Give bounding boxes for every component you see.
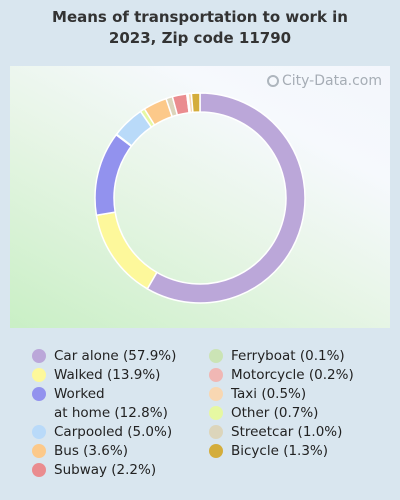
legend-label-worked-at-home: Worked at home (12.8%) [54,386,168,421]
legend-label-bicycle: Bicycle (1.3%) [231,443,329,459]
legend-column-right: Ferryboat (0.1%) Motorcycle (0.2%) Taxi (0… [209,347,354,461]
legend-swatch-car-alone [32,349,46,363]
legend-swatch-worked-at-home [32,387,46,401]
legend: Car alone (57.9%) Walked (13.9%) Worked at… [32,347,392,487]
magnifier-icon [266,75,279,87]
slice-worked-at-home [94,133,133,217]
legend-item-car-alone: Car alone (57.9%) [32,347,176,366]
legend-swatch-walked [32,368,46,382]
legend-item-motorcycle: Motorcycle (0.2%) [209,366,354,385]
legend-swatch-subway [32,463,46,477]
legend-label-car-alone: Car alone (57.9%) [54,348,177,364]
legend-item-worked-at-home: Worked at home (12.8%) [32,385,176,423]
legend-swatch-carpooled [32,425,46,439]
watermark-text: City-Data.com [281,73,382,89]
legend-item-subway: Subway (2.2%) [32,461,176,480]
legend-label-bus: Bus (3.6%) [54,443,128,459]
legend-item-bicycle: Bicycle (1.3%) [209,442,354,461]
legend-item-taxi: Taxi (0.5%) [209,385,354,404]
legend-swatch-taxi [209,387,223,401]
legend-label-motorcycle: Motorcycle (0.2%) [231,367,354,383]
legend-swatch-bicycle [209,444,223,458]
legend-swatch-motorcycle [209,368,223,382]
legend-column-left: Car alone (57.9%) Walked (13.9%) Worked at… [32,347,176,480]
slice-walked [95,211,158,290]
legend-label-streetcar: Streetcar (1.0%) [231,424,343,440]
legend-item-ferryboat: Ferryboat (0.1%) [209,347,354,366]
legend-swatch-streetcar [209,425,223,439]
legend-label-other: Other (0.7%) [231,405,319,421]
legend-label-subway: Subway (2.2%) [54,462,157,478]
legend-label-walked: Walked (13.9%) [54,367,161,383]
slice-car-alone [146,92,306,304]
legend-item-other: Other (0.7%) [209,404,354,423]
plot-area: City-Data.com [10,66,390,328]
legend-swatch-ferryboat [209,349,223,363]
chart-title: Means of transportation to work in 2023,… [52,8,348,47]
watermark: City-Data.com [266,73,382,89]
legend-label-ferryboat: Ferryboat (0.1%) [231,348,345,364]
donut-chart [94,92,306,304]
legend-swatch-other [209,406,223,420]
slice-bicycle [190,92,201,114]
legend-item-bus: Bus (3.6%) [32,442,176,461]
legend-label-carpooled: Carpooled (5.0%) [54,424,173,440]
legend-item-streetcar: Streetcar (1.0%) [209,423,354,442]
legend-swatch-bus [32,444,46,458]
legend-item-walked: Walked (13.9%) [32,366,176,385]
legend-item-carpooled: Carpooled (5.0%) [32,423,176,442]
legend-label-taxi: Taxi (0.5%) [231,386,307,402]
